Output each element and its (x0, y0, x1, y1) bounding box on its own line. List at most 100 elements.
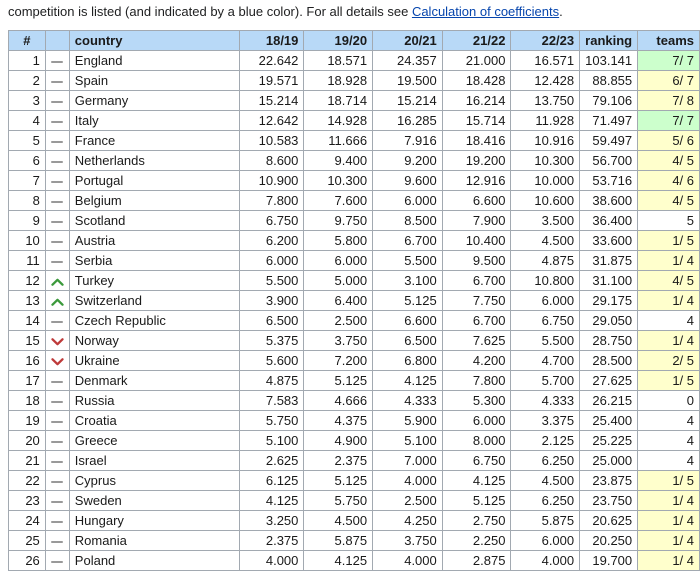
season-value-cell: 5.375 (238, 330, 305, 351)
teams-cell: 1/ 5 (637, 370, 700, 391)
season-value-cell: 9.500 (441, 250, 512, 271)
season-value-cell: 4.875 (238, 370, 305, 391)
country-cell: Austria (68, 230, 240, 251)
season-value-cell: 6.000 (303, 250, 374, 271)
season-value-cell: 5.125 (303, 470, 374, 491)
season-value-cell: 4.875 (510, 250, 581, 271)
teams-cell: 1/ 4 (637, 510, 700, 531)
season-value-cell: 5.500 (238, 270, 305, 291)
season-column-header-22-23: 22/23 (510, 30, 581, 51)
season-value-cell: 6.200 (238, 230, 305, 251)
country-cell: Spain (68, 70, 240, 91)
season-value-cell: 3.250 (238, 510, 305, 531)
coefficients-table: # country 18/19 19/20 20/21 21/22 22/23 … (8, 30, 700, 571)
season-value-cell: 5.125 (303, 370, 374, 391)
season-value-cell: 7.600 (303, 190, 374, 211)
season-value-cell: 6.000 (441, 410, 512, 431)
season-value-cell: 10.000 (510, 170, 581, 191)
calculation-of-coefficients-link[interactable]: Calculation of coefficients (411, 4, 560, 19)
movement-cell (44, 130, 70, 151)
season-value-cell: 16.214 (441, 90, 512, 111)
movement-cell (44, 70, 70, 91)
ranking-cell: 79.106 (579, 90, 639, 111)
teams-column-header: teams (637, 30, 700, 51)
season-value-cell: 6.750 (441, 450, 512, 471)
teams-cell: 4/ 6 (637, 170, 700, 191)
movement-cell (44, 430, 70, 451)
season-value-cell: 9.750 (303, 210, 374, 231)
teams-cell: 1/ 4 (637, 550, 700, 571)
season-value-cell: 9.600 (372, 170, 443, 191)
dash-icon (51, 420, 64, 423)
country-cell: England (68, 50, 240, 71)
season-value-cell: 7.800 (441, 370, 512, 391)
season-value-cell: 5.900 (372, 410, 443, 431)
dash-icon (51, 120, 64, 123)
country-cell: Denmark (68, 370, 240, 391)
season-value-cell: 5.750 (238, 410, 305, 431)
season-value-cell: 6.800 (372, 350, 443, 371)
season-value-cell: 6.125 (238, 470, 305, 491)
season-value-cell: 3.500 (510, 210, 581, 231)
season-value-cell: 12.428 (510, 70, 581, 91)
season-value-cell: 11.666 (303, 130, 374, 151)
season-value-cell: 2.500 (303, 310, 374, 331)
ranking-cell: 20.250 (579, 530, 639, 551)
dash-icon (51, 540, 64, 543)
ranking-cell: 31.875 (579, 250, 639, 271)
ranking-cell: 23.750 (579, 490, 639, 511)
table-row: 10 Austria 6.200 5.800 6.700 10.400 4.500 33.60… (8, 230, 700, 251)
rank-cell: 17 (8, 370, 46, 391)
season-value-cell: 22.642 (238, 50, 305, 71)
country-cell: Russia (68, 390, 240, 411)
season-value-cell: 15.714 (441, 110, 512, 131)
season-value-cell: 3.375 (510, 410, 581, 431)
rank-cell: 12 (8, 270, 46, 291)
movement-cell (44, 230, 70, 251)
season-value-cell: 4.333 (372, 390, 443, 411)
table-row: 3 Germany 15.214 18.714 15.214 16.214 13.750 79… (8, 90, 700, 111)
movement-cell (44, 450, 70, 471)
table-row: 16 Ukraine 5.600 7.200 6.800 4.200 4.700 28.500… (8, 350, 700, 371)
rank-cell: 22 (8, 470, 46, 491)
rank-cell: 16 (8, 350, 46, 371)
teams-cell: 7/ 7 (637, 50, 700, 71)
season-value-cell: 3.900 (238, 290, 305, 311)
country-cell: Turkey (68, 270, 240, 291)
teams-cell: 1/ 5 (637, 470, 700, 491)
movement-cell (44, 190, 70, 211)
table-row: 1 England 22.642 18.571 24.357 21.000 16.571 10… (8, 50, 700, 71)
rank-cell: 15 (8, 330, 46, 351)
table-row: 19 Croatia 5.750 4.375 5.900 6.000 3.375 25.400… (8, 410, 700, 431)
teams-cell: 4 (637, 310, 700, 331)
ranking-cell: 103.141 (579, 50, 639, 71)
dash-icon (51, 80, 64, 83)
movement-cell (44, 390, 70, 411)
rank-cell: 3 (8, 90, 46, 111)
country-cell: Switzerland (68, 290, 240, 311)
table-row: 25 Romania 2.375 5.875 3.750 2.250 6.000 20.250… (8, 530, 700, 551)
season-value-cell: 6.000 (510, 290, 581, 311)
rank-cell: 21 (8, 450, 46, 471)
season-value-cell: 4.900 (303, 430, 374, 451)
table-header-row: # country 18/19 19/20 20/21 21/22 22/23 … (8, 30, 700, 51)
season-value-cell: 6.250 (510, 450, 581, 471)
season-value-cell: 7.750 (441, 290, 512, 311)
season-value-cell: 6.600 (441, 190, 512, 211)
season-value-cell: 4.000 (372, 550, 443, 571)
rank-cell: 23 (8, 490, 46, 511)
season-value-cell: 10.916 (510, 130, 581, 151)
season-value-cell: 10.600 (510, 190, 581, 211)
season-value-cell: 5.800 (303, 230, 374, 251)
season-value-cell: 4.666 (303, 390, 374, 411)
dash-icon (51, 200, 64, 203)
country-cell: Romania (68, 530, 240, 551)
season-value-cell: 6.750 (510, 310, 581, 331)
ranking-cell: 31.100 (579, 270, 639, 291)
season-value-cell: 7.000 (372, 450, 443, 471)
season-value-cell: 4.000 (238, 550, 305, 571)
ranking-cell: 20.625 (579, 510, 639, 531)
country-cell: Greece (68, 430, 240, 451)
rank-cell: 10 (8, 230, 46, 251)
season-value-cell: 2.375 (303, 450, 374, 471)
